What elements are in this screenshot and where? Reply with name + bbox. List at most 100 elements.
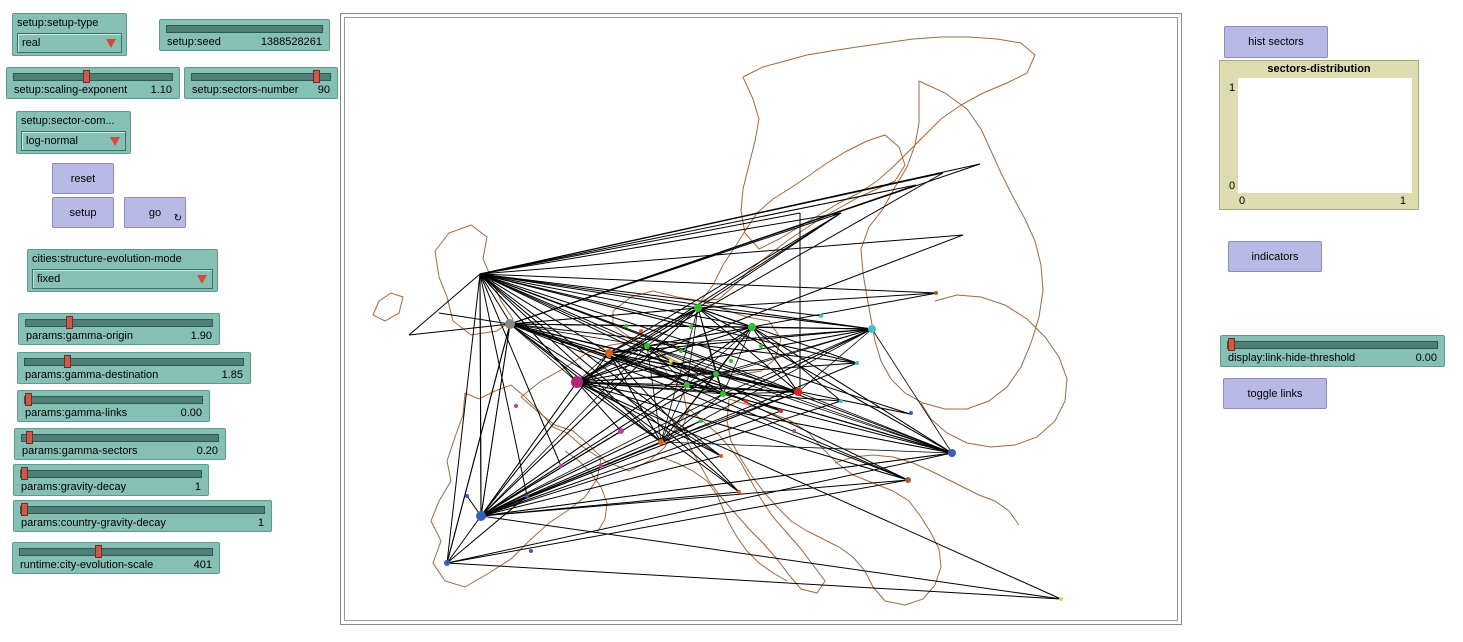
city-node <box>729 359 733 363</box>
gamma-origin-slider[interactable]: params:gamma-origin 1.90 <box>18 313 220 345</box>
seed-box <box>166 25 323 33</box>
slider-knob[interactable] <box>25 393 32 406</box>
link-hide-threshold-slider[interactable]: display:link-hide-threshold 0.00 <box>1220 335 1445 367</box>
city-node <box>624 324 628 328</box>
city-link <box>479 273 799 393</box>
city-node <box>514 404 518 408</box>
city-link <box>446 323 511 564</box>
city-link <box>646 345 662 443</box>
hist-sectors-button[interactable]: hist sectors <box>1224 26 1328 58</box>
slider-track <box>20 506 265 514</box>
city-node <box>689 325 693 329</box>
city-node <box>476 511 486 521</box>
city-node <box>669 359 673 363</box>
city-link <box>576 345 648 383</box>
city-node <box>694 304 702 312</box>
country-border <box>920 294 1068 448</box>
city-link <box>509 323 578 383</box>
city-node <box>720 391 726 397</box>
city-link <box>480 345 648 517</box>
plot-title: sectors-distribution <box>1267 63 1371 75</box>
slider-value: 1.10 <box>150 84 172 96</box>
city-link <box>608 352 953 454</box>
city-evolution-scale-slider[interactable]: runtime:city-evolution-scale 401 <box>12 542 220 574</box>
slider-label: runtime:city-evolution-scale <box>20 559 154 571</box>
y-min-label: 0 <box>1229 180 1236 192</box>
structure-mode-value: fixed <box>37 273 61 285</box>
city-link <box>479 273 662 443</box>
city-link <box>480 410 782 517</box>
city-link <box>715 373 799 393</box>
city-link <box>715 326 753 375</box>
gravity-decay-slider[interactable]: params:gravity-decay 1 <box>13 464 209 496</box>
city-link <box>479 273 562 467</box>
city-link <box>646 326 753 347</box>
slider-knob[interactable] <box>1228 338 1235 351</box>
city-link <box>479 273 528 497</box>
gamma-destination-slider[interactable]: params:gamma-destination 1.85 <box>17 352 251 384</box>
slider-knob[interactable] <box>312 70 320 83</box>
city-link <box>479 273 911 415</box>
sector-composition-chooser[interactable]: setup:sector-com... log-normal <box>16 111 131 154</box>
city-link <box>715 373 724 395</box>
gamma-sectors-slider[interactable]: params:gamma-sectors 0.20 <box>14 428 226 460</box>
slider-track <box>1227 341 1438 349</box>
city-node <box>759 344 763 348</box>
seed-input[interactable]: setup:seed 1388528261 <box>159 19 330 51</box>
setup-type-chooser[interactable]: setup:setup-type real <box>12 13 127 56</box>
x-min-label: 0 <box>1239 195 1246 207</box>
city-node <box>905 477 911 483</box>
slider-knob[interactable] <box>21 467 28 480</box>
country-border <box>860 80 1044 410</box>
world-view[interactable] <box>340 13 1182 625</box>
city-link <box>576 326 753 383</box>
city-node <box>529 549 533 553</box>
structure-mode-select[interactable]: fixed <box>32 269 213 289</box>
scaling-exponent-slider[interactable]: setup:scaling-exponent 1.10 <box>6 67 180 99</box>
city-link <box>479 273 722 457</box>
slider-knob[interactable] <box>83 70 91 83</box>
city-link <box>480 515 1062 600</box>
slider-knob[interactable] <box>63 355 71 368</box>
slider-knob[interactable] <box>25 431 33 444</box>
setup-type-select[interactable]: real <box>17 33 122 53</box>
city-link <box>722 391 799 395</box>
country-gravity-decay-slider[interactable]: params:country-gravity-decay 1 <box>13 500 272 532</box>
sector-composition-select[interactable]: log-normal <box>21 131 126 151</box>
gamma-links-slider[interactable]: params:gamma-links 0.00 <box>17 390 210 422</box>
slider-knob[interactable] <box>95 545 103 558</box>
go-button[interactable]: go ↻ <box>124 197 186 228</box>
city-node <box>679 349 683 353</box>
slider-knob[interactable] <box>66 316 74 329</box>
city-node <box>605 349 613 357</box>
city-node <box>737 490 741 494</box>
toggle-links-button[interactable]: toggle links <box>1223 378 1327 409</box>
city-link <box>446 495 528 564</box>
slider-label: setup:scaling-exponent <box>14 84 128 96</box>
city-link <box>479 273 753 328</box>
city-link <box>480 452 953 517</box>
city-link <box>686 326 753 386</box>
city-link <box>646 328 873 347</box>
country-border <box>660 456 788 582</box>
city-link <box>608 352 688 386</box>
city-link <box>751 326 953 454</box>
city-link <box>480 391 799 517</box>
structure-evolution-mode-chooser[interactable]: cities:structure-evolution-mode fixed <box>27 249 218 292</box>
city-link <box>608 212 842 354</box>
slider-knob[interactable] <box>21 503 28 516</box>
city-link <box>697 212 842 309</box>
indicators-button[interactable]: indicators <box>1228 241 1322 272</box>
city-link <box>697 307 953 454</box>
setup-button[interactable]: setup <box>52 197 114 228</box>
city-link <box>509 323 722 457</box>
city-link <box>660 328 873 443</box>
city-node <box>644 343 650 349</box>
reset-button[interactable]: reset <box>52 163 114 194</box>
plot-area <box>1238 78 1412 193</box>
city-link <box>660 441 953 454</box>
city-link <box>646 345 953 454</box>
city-node <box>571 376 583 388</box>
sectors-number-slider[interactable]: setup:sectors-number 90 <box>184 67 338 99</box>
city-link <box>722 328 873 395</box>
